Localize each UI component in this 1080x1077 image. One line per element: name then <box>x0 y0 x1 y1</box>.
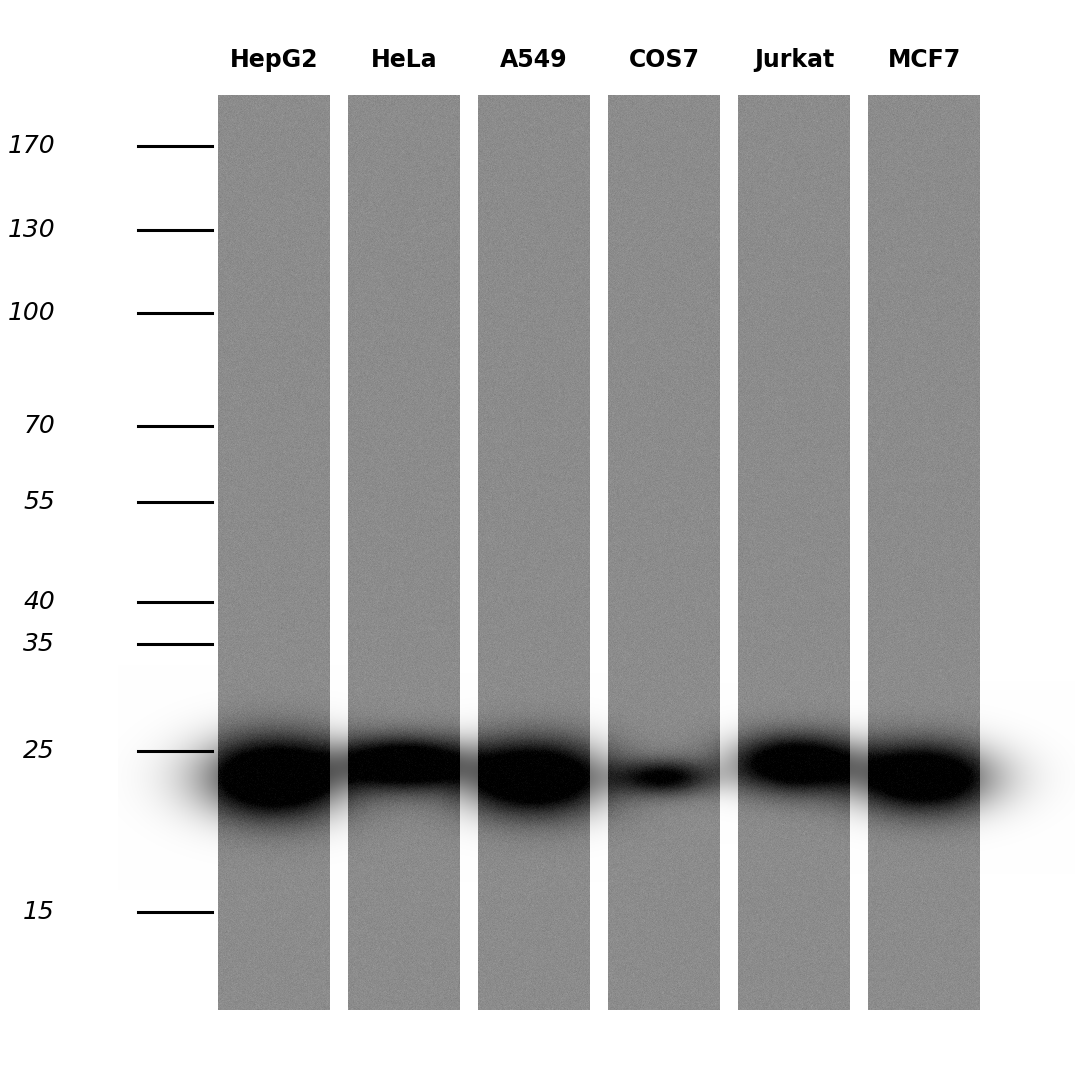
Text: HeLa: HeLa <box>370 48 437 72</box>
Text: MCF7: MCF7 <box>888 48 960 72</box>
Text: 25: 25 <box>24 739 55 763</box>
Text: 55: 55 <box>24 490 55 514</box>
Text: 170: 170 <box>8 134 55 158</box>
Text: 100: 100 <box>8 300 55 325</box>
Text: 70: 70 <box>24 414 55 438</box>
Text: 130: 130 <box>8 218 55 242</box>
Text: A549: A549 <box>500 48 568 72</box>
Text: 15: 15 <box>24 900 55 924</box>
Text: 35: 35 <box>24 632 55 656</box>
Text: HepG2: HepG2 <box>230 48 319 72</box>
Text: COS7: COS7 <box>629 48 700 72</box>
Text: 40: 40 <box>24 590 55 614</box>
Text: Jurkat: Jurkat <box>754 48 834 72</box>
